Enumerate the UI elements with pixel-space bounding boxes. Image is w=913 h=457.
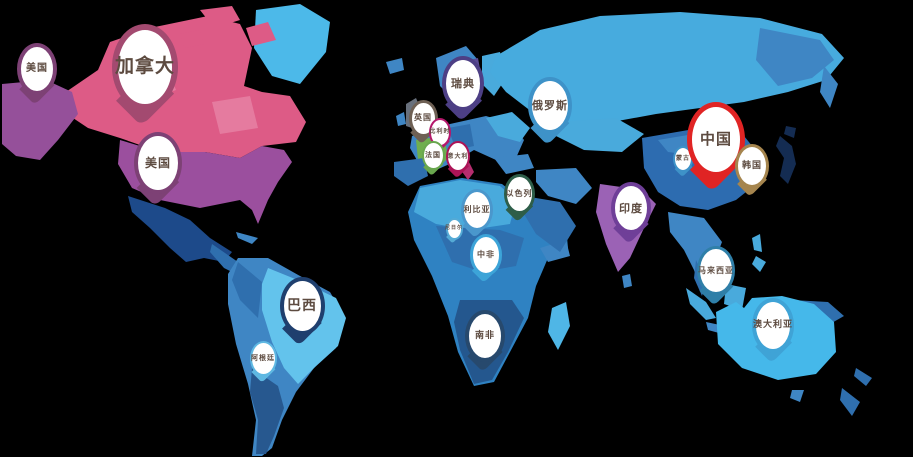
island-tasmania bbox=[790, 390, 804, 402]
region-caribbean bbox=[236, 232, 258, 244]
pin-label: 印度 bbox=[619, 201, 643, 215]
pin-label: 巴西 bbox=[287, 297, 317, 314]
region-central-asia bbox=[556, 118, 644, 152]
island-sumatra bbox=[686, 288, 716, 320]
landmass bbox=[232, 262, 262, 318]
pin-label: 法国 bbox=[425, 150, 441, 159]
pin-circle: 巴西 bbox=[279, 276, 325, 335]
pin-circle: 阿根廷 bbox=[249, 340, 277, 376]
map-pin-niger[interactable]: 尼日尔 bbox=[445, 217, 464, 244]
map-pin-india[interactable]: 印度 bbox=[611, 182, 651, 244]
region-siberia-east bbox=[756, 28, 834, 86]
country-russia bbox=[490, 12, 844, 122]
country-canada bbox=[246, 22, 276, 46]
pin-circle: 俄罗斯 bbox=[528, 77, 572, 135]
country-new-zealand bbox=[854, 368, 872, 386]
pin-label: 南非 bbox=[474, 330, 495, 341]
pin-label: 瑞典 bbox=[451, 76, 475, 90]
pin-label: 美国 bbox=[144, 156, 171, 171]
islands-philippines bbox=[752, 256, 766, 272]
pin-label: 利比亚 bbox=[463, 204, 491, 214]
country-turkey bbox=[494, 154, 534, 174]
country-canada bbox=[180, 30, 204, 48]
country-mexico bbox=[128, 196, 232, 262]
map-pin-malaysia[interactable]: 马来西亚 bbox=[697, 246, 735, 305]
pin-label: 中国 bbox=[699, 130, 732, 149]
pin-circle: 印度 bbox=[611, 182, 651, 234]
pin-label: 英国 bbox=[414, 113, 432, 123]
map-pin-australia[interactable]: 澳大利亚 bbox=[752, 298, 794, 363]
pin-label: 澳大利亚 bbox=[753, 319, 794, 330]
pin-circle: 马来西亚 bbox=[697, 246, 735, 296]
islands-philippines bbox=[752, 234, 762, 252]
country-iceland bbox=[386, 58, 404, 74]
region-iberia bbox=[394, 158, 428, 186]
pin-label: 尼日尔 bbox=[445, 225, 464, 232]
pin-circle: 加拿大 bbox=[112, 24, 178, 110]
country-japan bbox=[776, 136, 796, 184]
pin-circle: 法国 bbox=[421, 140, 445, 171]
country-sri-lanka bbox=[622, 274, 632, 288]
map-pin-usa-alaska[interactable]: 美国 bbox=[17, 43, 57, 105]
pin-label: 阿根廷 bbox=[251, 353, 275, 362]
pin-circle: 中非 bbox=[470, 234, 502, 276]
map-pin-south-korea[interactable]: 韩国 bbox=[735, 144, 769, 197]
map-pin-argentina[interactable]: 阿根廷 bbox=[249, 340, 277, 383]
pin-label: 俄罗斯 bbox=[532, 99, 568, 113]
region-southern-cone bbox=[250, 368, 284, 454]
pin-label: 韩国 bbox=[741, 160, 762, 171]
country-japan bbox=[784, 126, 796, 138]
pin-circle: 瑞典 bbox=[442, 56, 484, 111]
map-pin-brazil[interactable]: 巴西 bbox=[279, 276, 325, 346]
country-greenland bbox=[254, 4, 330, 84]
map-pin-france[interactable]: 法国 bbox=[421, 140, 445, 176]
map-pin-israel[interactable]: 以色列 bbox=[503, 173, 535, 222]
pin-circle: 利比亚 bbox=[461, 189, 493, 231]
country-canada bbox=[200, 6, 240, 28]
pin-label: 加拿大 bbox=[115, 55, 176, 78]
map-pin-russia[interactable]: 俄罗斯 bbox=[528, 77, 572, 145]
country-iran bbox=[536, 168, 592, 204]
region-eastern-europe bbox=[486, 112, 530, 142]
map-pin-italy[interactable]: 意大利 bbox=[446, 141, 470, 179]
pin-label: 比利时 bbox=[429, 128, 451, 136]
country-madagascar bbox=[548, 302, 570, 350]
region-kamchatka bbox=[820, 66, 838, 108]
country-canada bbox=[212, 96, 258, 134]
pin-label: 蒙古 bbox=[675, 155, 690, 162]
pin-circle: 韩国 bbox=[735, 144, 769, 189]
map-pin-sweden[interactable]: 瑞典 bbox=[442, 56, 484, 121]
continent-oceania bbox=[716, 296, 872, 416]
pin-circle: 意大利 bbox=[446, 141, 470, 173]
pin-circle: 澳大利亚 bbox=[752, 298, 794, 353]
pin-circle: 尼日尔 bbox=[445, 217, 464, 240]
map-pin-canada[interactable]: 加拿大 bbox=[112, 24, 178, 126]
country-new-zealand bbox=[840, 388, 860, 416]
map-pin-libya[interactable]: 利比亚 bbox=[461, 189, 493, 239]
region-alaska bbox=[2, 80, 78, 160]
country-ireland bbox=[396, 112, 406, 126]
region-arabia bbox=[524, 196, 576, 252]
continent-asia bbox=[490, 12, 844, 336]
map-pin-usa[interactable]: 美国 bbox=[134, 132, 182, 207]
pin-circle: 美国 bbox=[134, 132, 182, 195]
pin-label: 马来西亚 bbox=[698, 265, 734, 275]
pin-label: 意大利 bbox=[447, 152, 469, 160]
pin-label: 美国 bbox=[26, 63, 48, 74]
pin-circle: 以色列 bbox=[503, 173, 535, 214]
pin-label: 以色列 bbox=[505, 188, 533, 198]
island-borneo bbox=[724, 284, 746, 310]
pin-circle: 南非 bbox=[465, 310, 505, 362]
map-pin-central-africa[interactable]: 中非 bbox=[470, 234, 502, 284]
pin-label: 中非 bbox=[477, 249, 495, 259]
map-pin-south-africa[interactable]: 南非 bbox=[465, 310, 505, 372]
pin-circle: 美国 bbox=[17, 43, 57, 95]
